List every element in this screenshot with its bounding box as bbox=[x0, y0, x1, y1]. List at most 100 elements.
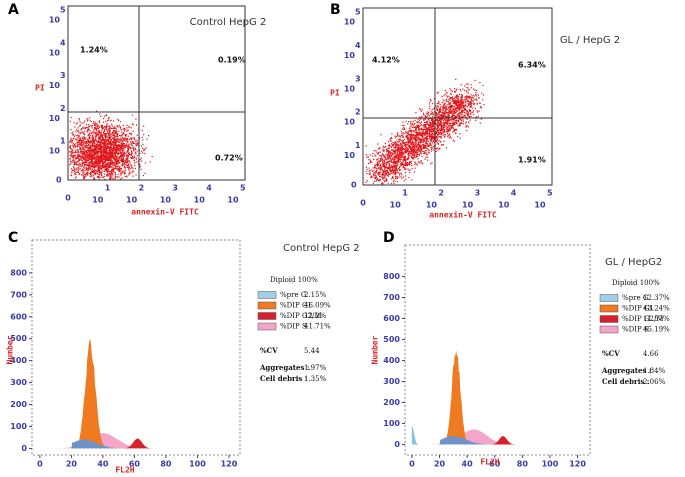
dot bbox=[92, 136, 94, 138]
dot bbox=[91, 145, 93, 147]
dot bbox=[382, 147, 384, 149]
dot bbox=[102, 126, 104, 128]
dot bbox=[128, 126, 130, 128]
dot bbox=[470, 101, 472, 103]
panel-title: GL / HepG 2 bbox=[560, 35, 620, 46]
dot bbox=[414, 127, 416, 129]
dot bbox=[402, 166, 404, 168]
dot bbox=[90, 146, 92, 148]
dot bbox=[420, 147, 422, 149]
dot bbox=[104, 143, 107, 145]
dot bbox=[417, 148, 419, 150]
dot bbox=[426, 138, 429, 140]
dot bbox=[429, 101, 431, 103]
dot bbox=[454, 105, 456, 107]
dot bbox=[99, 159, 101, 161]
dot bbox=[435, 111, 437, 113]
dot bbox=[473, 104, 475, 106]
dot bbox=[116, 145, 118, 147]
dot bbox=[431, 119, 434, 121]
dot bbox=[386, 161, 389, 163]
dot bbox=[451, 97, 453, 99]
dot bbox=[422, 151, 424, 153]
dot bbox=[429, 143, 431, 145]
dot bbox=[92, 170, 94, 172]
dot bbox=[373, 180, 375, 182]
dot bbox=[432, 141, 434, 143]
dot bbox=[423, 141, 425, 143]
dot bbox=[369, 173, 371, 175]
dot bbox=[431, 127, 433, 129]
dot bbox=[98, 132, 100, 134]
dot bbox=[99, 162, 101, 164]
dot bbox=[111, 143, 113, 145]
dot bbox=[396, 160, 398, 162]
dot bbox=[474, 79, 476, 81]
dot bbox=[112, 127, 114, 129]
dot bbox=[109, 146, 111, 148]
dot bbox=[108, 164, 110, 166]
dot bbox=[93, 147, 95, 149]
dot bbox=[407, 131, 409, 133]
dot bbox=[460, 97, 462, 99]
dot bbox=[101, 172, 103, 174]
dot bbox=[119, 150, 121, 152]
dot bbox=[464, 100, 467, 103]
dot bbox=[437, 106, 439, 108]
dot bbox=[379, 179, 381, 181]
dot bbox=[396, 149, 398, 152]
dot bbox=[73, 167, 75, 169]
dot bbox=[390, 164, 392, 166]
dot bbox=[106, 119, 108, 121]
dot bbox=[111, 125, 113, 127]
dot bbox=[82, 127, 84, 129]
dot bbox=[83, 166, 85, 168]
dot bbox=[81, 159, 83, 161]
dot bbox=[125, 152, 127, 154]
dot bbox=[120, 170, 122, 172]
dot bbox=[103, 159, 105, 161]
dot bbox=[428, 134, 430, 136]
dot bbox=[114, 139, 117, 141]
dot bbox=[91, 162, 93, 164]
dot bbox=[108, 149, 111, 152]
dot bbox=[412, 148, 414, 151]
dot bbox=[97, 169, 99, 171]
dot bbox=[377, 173, 379, 175]
dot bbox=[96, 110, 98, 112]
dot bbox=[83, 172, 85, 174]
dot bbox=[374, 177, 376, 179]
dot bbox=[456, 116, 458, 118]
dot bbox=[445, 147, 447, 149]
dot bbox=[88, 156, 90, 158]
dot bbox=[435, 120, 437, 122]
dot bbox=[100, 115, 102, 117]
dot bbox=[435, 136, 437, 138]
dot bbox=[466, 97, 468, 99]
dot bbox=[404, 145, 407, 147]
dot bbox=[116, 163, 118, 165]
dot bbox=[91, 155, 93, 157]
dot bbox=[405, 144, 407, 146]
dot bbox=[78, 168, 80, 170]
dot bbox=[97, 155, 99, 157]
y-tick-exponent: 3 bbox=[60, 71, 66, 80]
dot bbox=[78, 144, 81, 146]
dot bbox=[136, 158, 138, 160]
dot bbox=[78, 130, 80, 132]
dot bbox=[134, 149, 137, 151]
dot bbox=[460, 119, 462, 121]
dot bbox=[429, 142, 432, 144]
dot bbox=[446, 100, 448, 102]
dot bbox=[472, 107, 474, 109]
dot bbox=[442, 119, 445, 122]
dot bbox=[112, 120, 114, 122]
dot bbox=[86, 142, 88, 145]
dot bbox=[410, 162, 412, 165]
dot bbox=[382, 176, 384, 178]
dot bbox=[405, 168, 407, 170]
dot bbox=[424, 131, 426, 133]
dot bbox=[109, 177, 111, 180]
dot bbox=[112, 169, 114, 171]
dot bbox=[112, 142, 114, 144]
